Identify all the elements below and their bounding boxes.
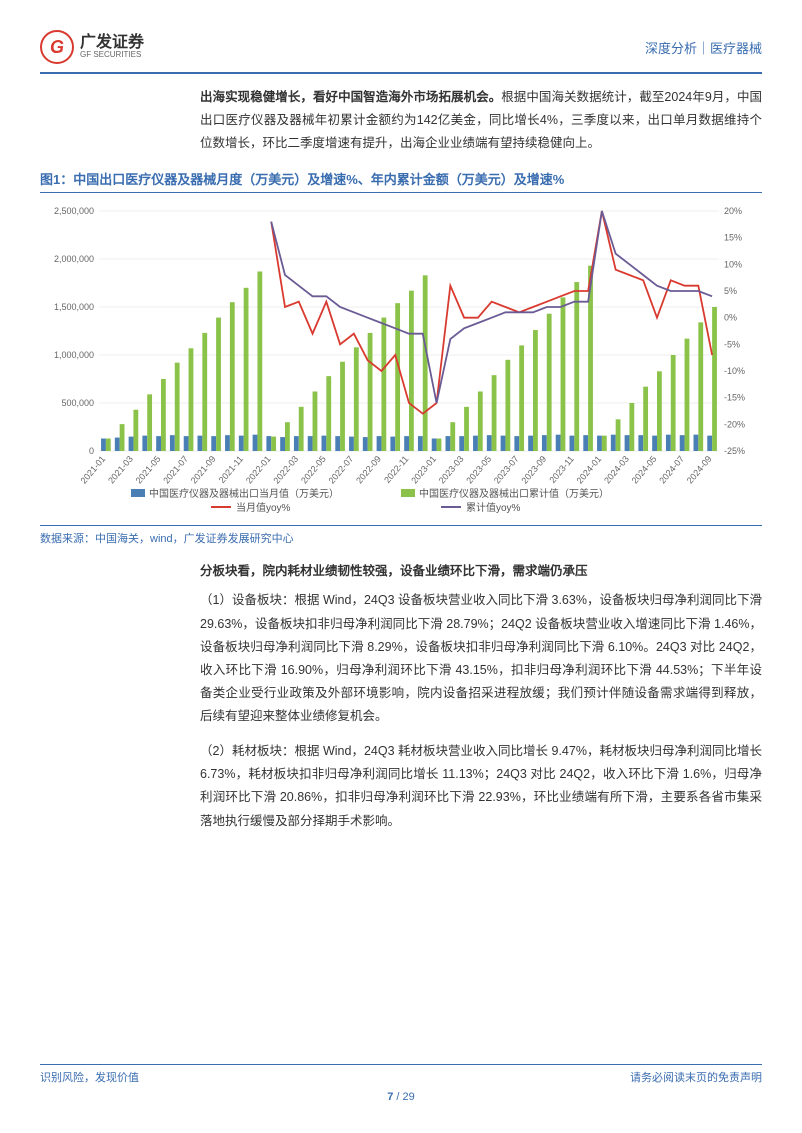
export-chart: 0 500,000 1,000,000 1,500,000 2,000,000 2,500… xyxy=(40,201,762,521)
svg-text:2022-03: 2022-03 xyxy=(271,454,300,486)
svg-text:2024-07: 2024-07 xyxy=(657,454,686,486)
svg-text:2023-05: 2023-05 xyxy=(464,454,493,486)
svg-text:5%: 5% xyxy=(724,286,737,296)
paragraph-equipment: （1）设备板块：根据 Wind，24Q3 设备板块营业收入同比下滑 3.63%，… xyxy=(200,589,762,728)
footer-right: 请务必阅读末页的免责声明 xyxy=(630,1069,762,1085)
svg-text:2022-07: 2022-07 xyxy=(327,454,356,486)
logo-text-block: 广发证券 GF SECURITIES xyxy=(80,34,144,60)
figure-title: 图1：中国出口医疗仪器及器械月度（万美元）及增速%、年内累计金额（万美元）及增速… xyxy=(40,169,762,193)
svg-text:0: 0 xyxy=(89,446,94,456)
svg-text:2021-11: 2021-11 xyxy=(217,454,245,485)
svg-text:2,500,000: 2,500,000 xyxy=(54,206,94,216)
page-number: 7 / 29 xyxy=(40,1091,762,1103)
svg-text:20%: 20% xyxy=(724,206,742,216)
logo-en: GF SECURITIES xyxy=(80,51,144,60)
svg-text:2023-11: 2023-11 xyxy=(547,454,575,485)
page-current: 7 xyxy=(387,1091,393,1103)
svg-text:-5%: -5% xyxy=(724,340,740,350)
svg-text:2022-11: 2022-11 xyxy=(382,454,410,485)
svg-text:2021-01: 2021-01 xyxy=(79,454,108,486)
svg-text:2021-03: 2021-03 xyxy=(106,454,135,486)
footer-divider xyxy=(40,1064,762,1065)
svg-text:2024-03: 2024-03 xyxy=(602,454,631,486)
svg-text:2021-05: 2021-05 xyxy=(134,454,163,486)
svg-text:15%: 15% xyxy=(724,233,742,243)
svg-text:2,000,000: 2,000,000 xyxy=(54,254,94,264)
svg-text:累计值yoy%: 累计值yoy% xyxy=(466,501,521,514)
svg-text:2024-05: 2024-05 xyxy=(630,454,659,486)
svg-text:2024-09: 2024-09 xyxy=(685,454,714,486)
svg-text:中国医疗仪器及器械出口当月值（万美元）: 中国医疗仪器及器械出口当月值（万美元） xyxy=(149,487,339,500)
header-category: 深度分析｜医疗器械 xyxy=(645,30,762,57)
page-footer: 识别风险，发现价值 请务必阅读末页的免责声明 7 / 29 xyxy=(40,1064,762,1103)
chart-svg: 0 500,000 1,000,000 1,500,000 2,000,000 2,500… xyxy=(40,201,762,521)
svg-text:2023-09: 2023-09 xyxy=(519,454,548,486)
logo-cn: 广发证券 xyxy=(80,34,144,52)
svg-text:2024-01: 2024-01 xyxy=(575,454,604,486)
svg-text:中国医疗仪器及器械出口累计值（万美元）: 中国医疗仪器及器械出口累计值（万美元） xyxy=(419,487,609,500)
svg-text:10%: 10% xyxy=(724,260,742,270)
page-header: G 广发证券 GF SECURITIES 深度分析｜医疗器械 xyxy=(40,30,762,74)
company-logo: G 广发证券 GF SECURITIES xyxy=(40,30,144,64)
svg-text:2021-07: 2021-07 xyxy=(161,454,190,486)
data-source: 数据来源：中国海关，wind，广发证券发展研究中心 xyxy=(40,525,762,546)
svg-text:-15%: -15% xyxy=(724,393,745,403)
svg-text:500,000: 500,000 xyxy=(61,398,94,408)
svg-text:2023-07: 2023-07 xyxy=(492,454,521,486)
svg-text:2022-01: 2022-01 xyxy=(244,454,273,486)
intro-bold: 出海实现稳健增长，看好中国智造海外市场拓展机会。 xyxy=(200,90,501,104)
svg-text:当月值yoy%: 当月值yoy% xyxy=(236,501,291,514)
svg-text:2023-03: 2023-03 xyxy=(437,454,466,486)
svg-text:-10%: -10% xyxy=(724,366,745,376)
svg-text:0%: 0% xyxy=(724,313,737,323)
svg-text:2023-01: 2023-01 xyxy=(409,454,438,486)
svg-text:1,000,000: 1,000,000 xyxy=(54,350,94,360)
svg-text:2022-05: 2022-05 xyxy=(299,454,328,486)
intro-paragraph: 出海实现稳健增长，看好中国智造海外市场拓展机会。根据中国海关数据统计，截至202… xyxy=(200,86,762,155)
svg-text:2021-09: 2021-09 xyxy=(189,454,218,486)
svg-text:2022-09: 2022-09 xyxy=(354,454,383,486)
logo-icon: G xyxy=(40,30,74,64)
paragraph-consumables: （2）耗材板块：根据 Wind，24Q3 耗材板块营业收入同比增长 9.47%，… xyxy=(200,740,762,833)
svg-text:-25%: -25% xyxy=(724,446,745,456)
section-header: 分板块看，院内耗材业绩韧性较强，设备业绩环比下滑，需求端仍承压 xyxy=(200,560,762,579)
svg-text:1,500,000: 1,500,000 xyxy=(54,302,94,312)
footer-row: 识别风险，发现价值 请务必阅读末页的免责声明 xyxy=(40,1069,762,1085)
footer-left: 识别风险，发现价值 xyxy=(40,1069,139,1085)
svg-text:-20%: -20% xyxy=(724,420,745,430)
page-total: 29 xyxy=(403,1091,415,1103)
